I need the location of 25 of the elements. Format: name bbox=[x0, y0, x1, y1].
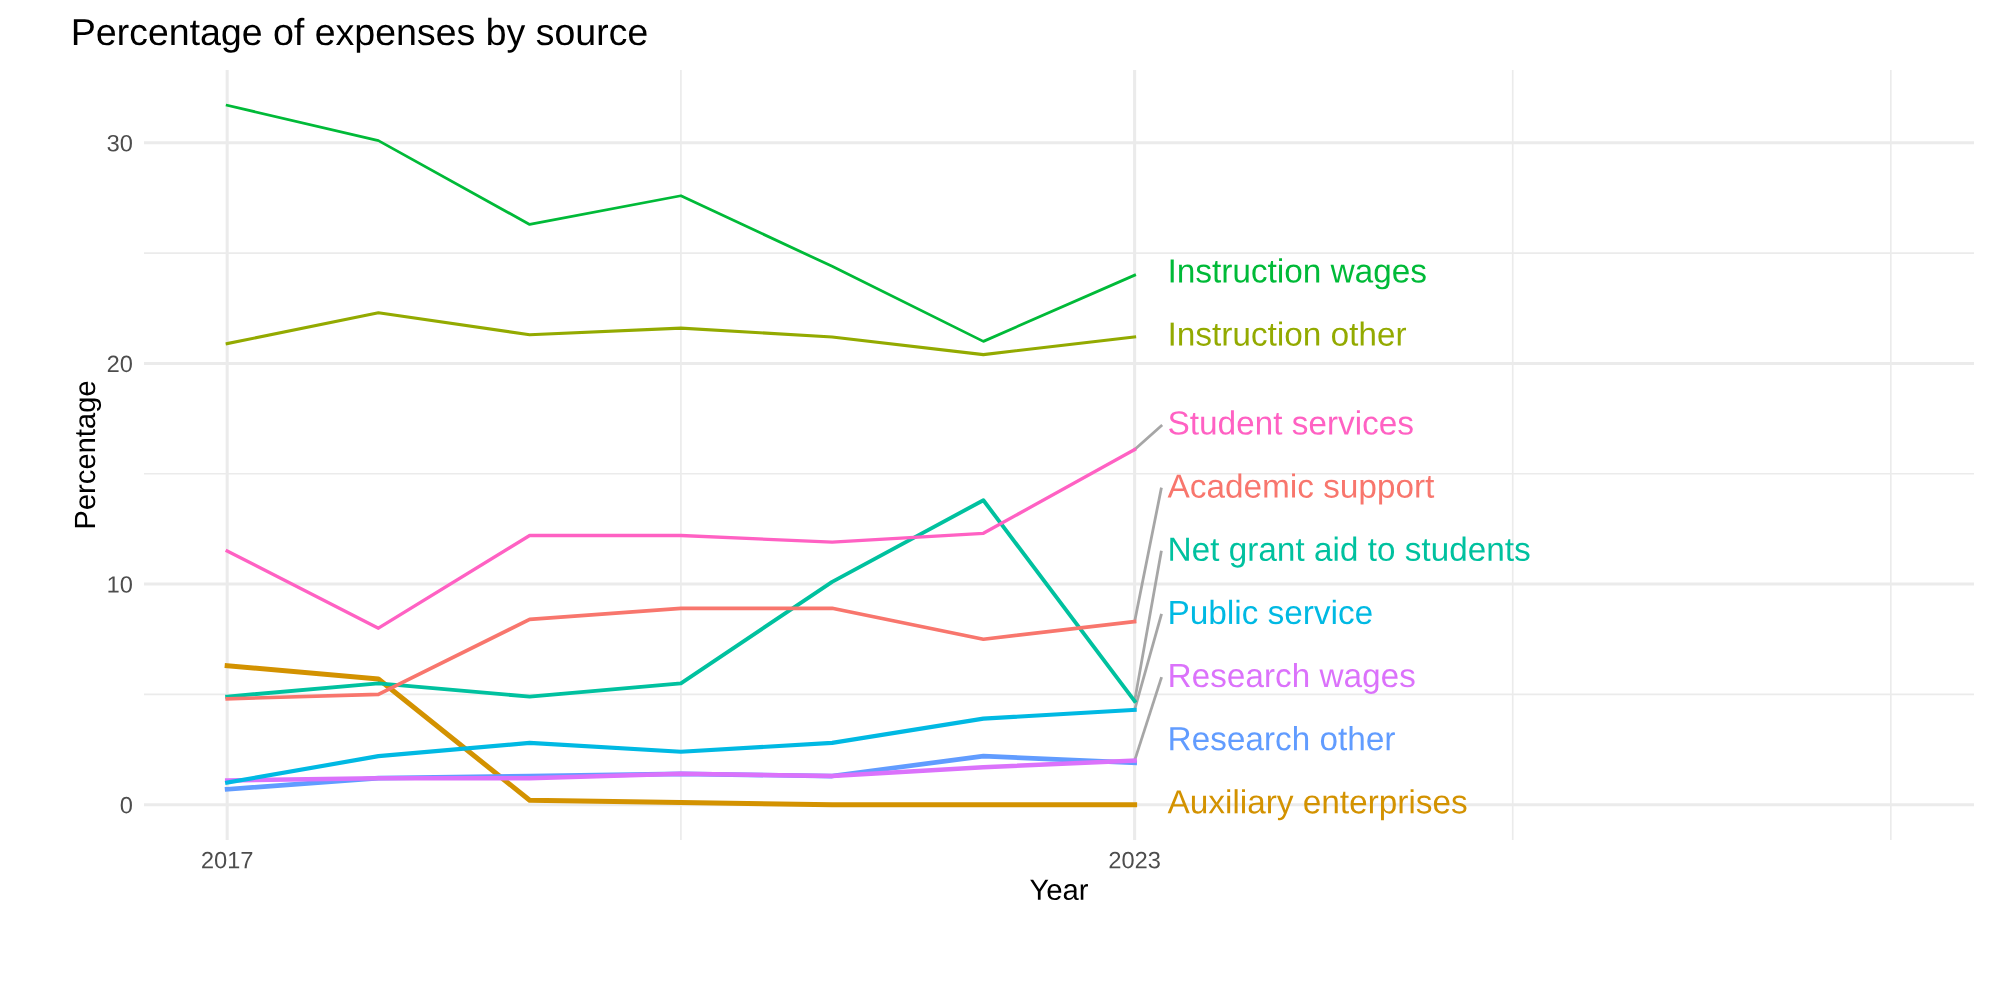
line-series bbox=[225, 498, 1137, 703]
series-label: Instruction wages bbox=[1170, 258, 1426, 290]
chart-title: Percentage of expenses by source bbox=[73, 17, 647, 53]
y-tick-label: 10 bbox=[108, 576, 132, 593]
text: Research wages bbox=[1170, 662, 1415, 694]
text: Net grant aid to students bbox=[1170, 536, 1530, 568]
series-label: Research other bbox=[1170, 726, 1395, 751]
series-label: Student services bbox=[1169, 410, 1413, 435]
y-tick-label: 20 bbox=[107, 355, 132, 373]
line-series bbox=[224, 758, 1137, 783]
series-label: Instruction other bbox=[1170, 321, 1407, 346]
text: Public service bbox=[1170, 599, 1372, 625]
line-series bbox=[225, 606, 1137, 701]
series-label: Auxiliary enterprises bbox=[1167, 789, 1467, 821]
line-series bbox=[225, 447, 1137, 630]
x-tick-label: 2017 bbox=[202, 851, 253, 869]
y-tick-label: 0 bbox=[120, 796, 132, 814]
text: Academic support bbox=[1167, 473, 1435, 505]
line-series bbox=[225, 707, 1137, 785]
y-tick-label: 30 bbox=[107, 134, 132, 152]
line-series bbox=[225, 311, 1137, 357]
x-tick-label: 2023 bbox=[1109, 851, 1160, 869]
x-axis-title: Year bbox=[1030, 879, 1088, 901]
line-series bbox=[225, 103, 1137, 343]
y-axis-title: Percentage bbox=[74, 381, 102, 528]
